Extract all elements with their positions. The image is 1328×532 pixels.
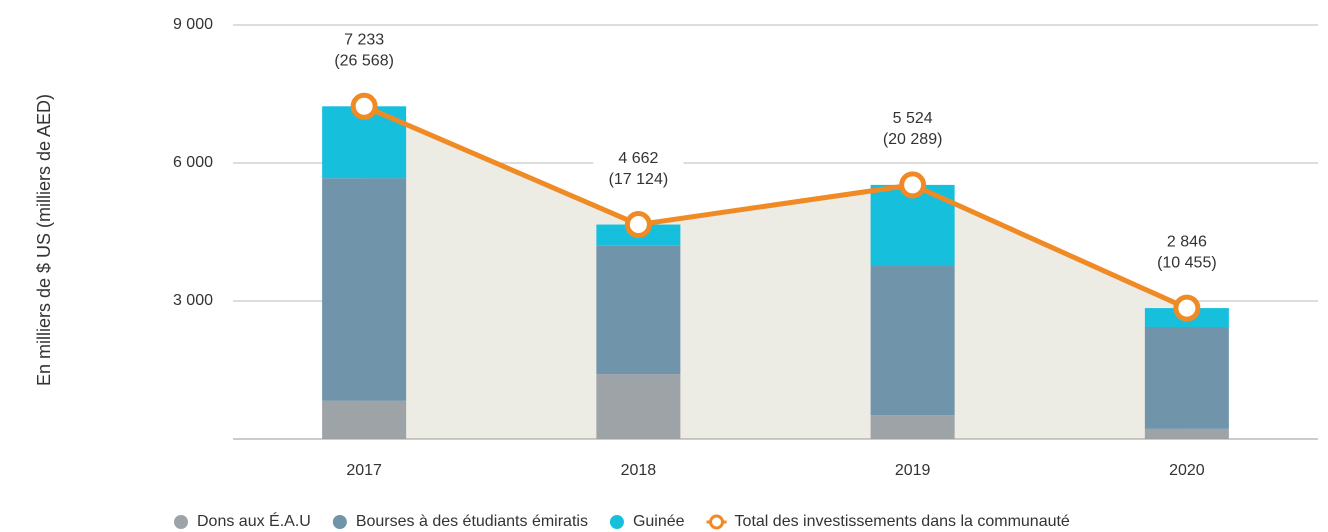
legend-marker: [609, 515, 624, 529]
bar-segment: [1144, 428, 1229, 439]
legend-marker: [332, 515, 347, 529]
y-axis-label: En milliers de $ US (milliers de AED): [34, 94, 54, 386]
line-point: [899, 171, 927, 199]
data-label-aed: (20 289): [883, 131, 943, 148]
line-point: [1173, 294, 1201, 322]
data-label-aed: (17 124): [609, 171, 669, 188]
y-tick-label: 6 000: [173, 154, 213, 171]
bar-segment: [596, 374, 681, 439]
bar-segment: [322, 400, 407, 439]
label-background: [593, 146, 684, 191]
bar-segment: [870, 266, 955, 416]
legend-label: Total des investissements dans la commun…: [735, 513, 1070, 530]
x-tick-label: 2020: [1169, 462, 1205, 479]
legend-label: Guinée: [633, 513, 685, 530]
data-label: 7 233: [344, 32, 384, 49]
label-background: [1141, 230, 1232, 275]
x-tick-label: 2018: [621, 462, 657, 479]
legend-label: Dons aux É.A.U: [197, 511, 311, 530]
bar-segment: [1144, 326, 1229, 429]
bar-segment: [596, 245, 681, 375]
line-point: [350, 92, 378, 120]
data-label: 2 846: [1167, 233, 1207, 250]
label-background: [319, 28, 410, 73]
line: [363, 103, 1188, 311]
x-tick-label: 2019: [895, 462, 931, 479]
data-label-aed: (26 568): [334, 53, 394, 70]
line-point: [624, 211, 652, 239]
data-label: 4 662: [618, 150, 658, 167]
y-tick-label: 9 000: [173, 16, 213, 33]
data-label: 5 524: [893, 110, 933, 127]
legend-marker: [709, 514, 725, 530]
bar-segment: [870, 415, 955, 439]
label-background: [867, 106, 958, 151]
bar-segment: [322, 178, 407, 401]
area: [364, 106, 1187, 440]
x-tick-label: 2017: [346, 462, 382, 479]
y-tick-label: 3 000: [173, 292, 213, 309]
legend-label: Bourses à des étudiants émiratis: [356, 513, 588, 530]
legend-marker: [174, 515, 188, 529]
data-label-aed: (10 455): [1157, 254, 1217, 271]
